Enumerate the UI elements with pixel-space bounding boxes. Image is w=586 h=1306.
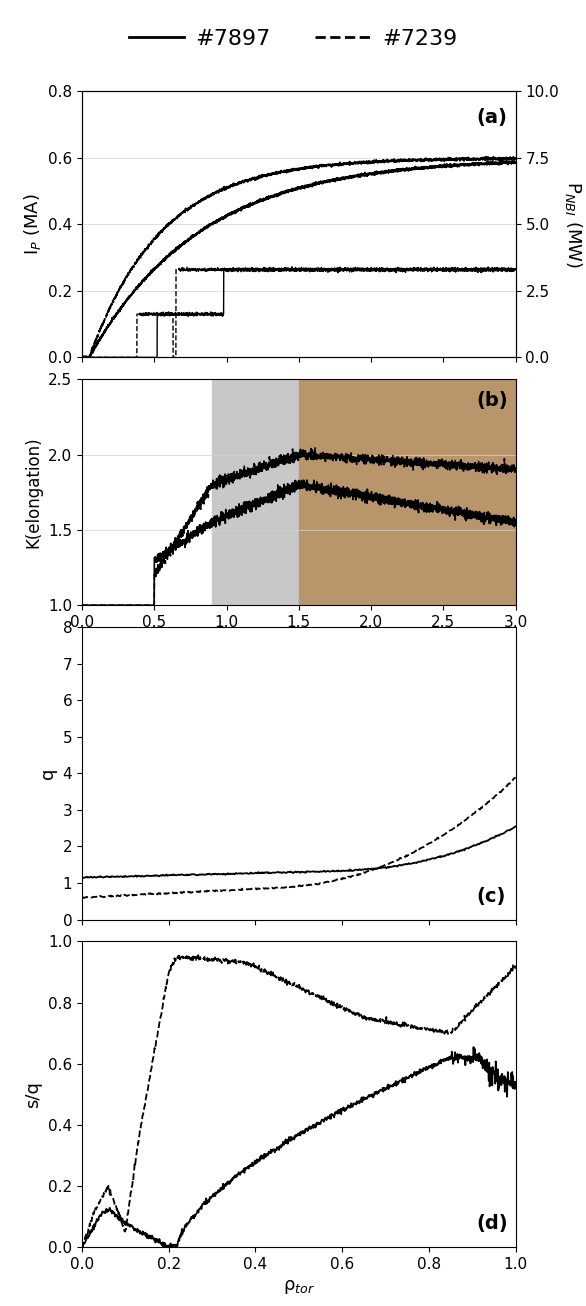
X-axis label: ρ$_{tor}$: ρ$_{tor}$ xyxy=(283,1277,315,1296)
Y-axis label: K(elongation): K(elongation) xyxy=(25,436,43,549)
X-axis label: Time (s): Time (s) xyxy=(254,636,343,654)
Legend: #7897, #7239: #7897, #7239 xyxy=(129,29,457,50)
Text: (c): (c) xyxy=(476,887,506,906)
Y-axis label: I$_P$ (MA): I$_P$ (MA) xyxy=(22,193,43,255)
Text: (a): (a) xyxy=(476,108,507,127)
Bar xyxy=(212,379,299,605)
Y-axis label: s/q: s/q xyxy=(25,1081,43,1107)
Bar xyxy=(299,379,516,605)
Text: (b): (b) xyxy=(476,392,508,410)
Y-axis label: q: q xyxy=(39,768,57,778)
Text: (d): (d) xyxy=(476,1213,508,1233)
Y-axis label: P$_{NBI}$ (MW): P$_{NBI}$ (MW) xyxy=(563,182,584,268)
